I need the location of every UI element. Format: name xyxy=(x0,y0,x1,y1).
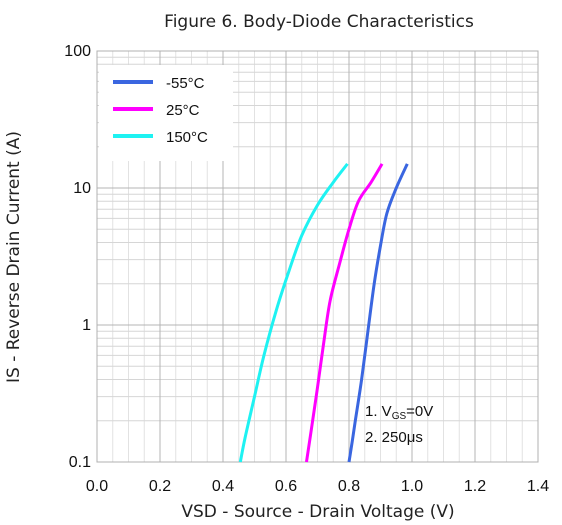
y-tick-label: 1 xyxy=(82,317,91,334)
y-tick-label: 100 xyxy=(64,43,91,60)
y-tick-label: 10 xyxy=(73,180,91,197)
x-tick-label: 1.0 xyxy=(401,478,423,495)
legend-label: 150°C xyxy=(166,129,208,146)
test-conditions-note: 1. VGS=0V 2. 250μs xyxy=(365,403,433,446)
x-tick-label: 0.0 xyxy=(86,478,108,495)
x-tick-label: 0.2 xyxy=(149,478,171,495)
series-line-2 xyxy=(238,162,349,463)
x-tick-labels: 0.0 0.2 0.4 0.6 0.8 1.0 1.2 1.4 xyxy=(86,478,549,495)
x-axis-title: VSD - Source - Drain Voltage (V) xyxy=(181,502,454,522)
y-tick-label: 0.1 xyxy=(69,454,91,471)
x-tick-label: 0.8 xyxy=(338,478,360,495)
x-tick-label: 1.2 xyxy=(464,478,486,495)
note-line-2: 2. 250μs xyxy=(365,429,423,446)
legend: -55°C 25°C 150°C xyxy=(99,65,233,161)
note-line-1: 1. VGS=0V xyxy=(365,403,433,422)
series-lines xyxy=(238,162,409,463)
series-line-1 xyxy=(304,163,384,463)
y-axis-title: IS - Reverse Drain Current (A) xyxy=(4,131,24,383)
plot-area xyxy=(96,50,539,463)
x-tick-label: 1.4 xyxy=(527,478,549,495)
series-line-0 xyxy=(347,163,409,463)
chart-title: Figure 6. Body-Diode Characteristics xyxy=(164,12,474,32)
legend-label: 25°C xyxy=(166,102,200,119)
legend-label: -55°C xyxy=(166,75,205,92)
x-tick-label: 0.4 xyxy=(212,478,234,495)
x-tick-label: 0.6 xyxy=(275,478,297,495)
y-tick-labels: 0.1 1 10 100 xyxy=(64,43,91,471)
